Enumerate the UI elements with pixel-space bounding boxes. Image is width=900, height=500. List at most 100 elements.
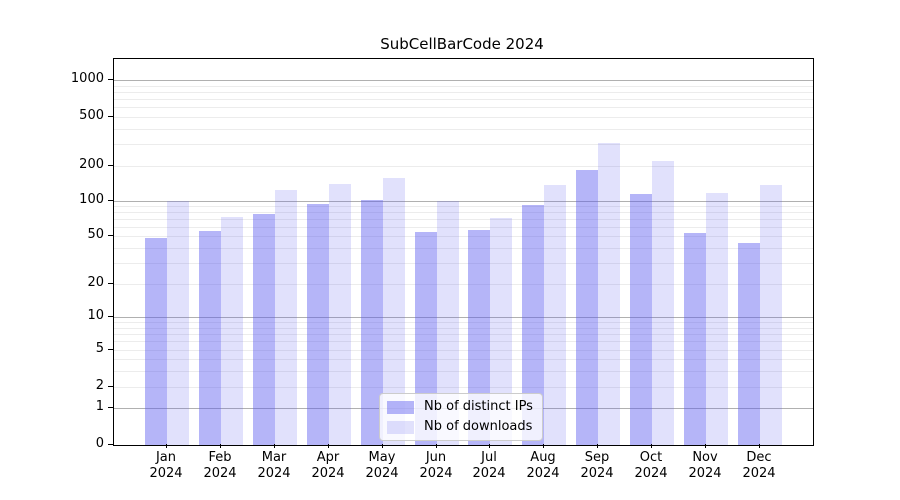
bar-dec-nb-of-distinct-ips (738, 243, 760, 445)
bar-apr-nb-of-distinct-ips (307, 204, 329, 445)
xtick-label-feb: Feb 2024 (203, 450, 237, 481)
gridline-y-5 (114, 350, 813, 351)
bar-nov-nb-of-downloads (706, 193, 728, 445)
xtick-mark-aug (543, 444, 544, 448)
xtick-mark-oct (651, 444, 652, 448)
gridline-y-400 (114, 129, 813, 130)
xtick-label-aug: Aug 2024 (526, 450, 560, 481)
gridline-y-50 (114, 236, 813, 237)
bar-jan-nb-of-distinct-ips (145, 238, 167, 445)
bar-oct-nb-of-distinct-ips (630, 194, 652, 445)
xtick-mark-jan (166, 444, 167, 448)
gridline-y-60 (114, 227, 813, 228)
gridline-y-7 (114, 334, 813, 335)
xtick-mark-feb (220, 444, 221, 448)
ytick-label-10: 10 (87, 308, 104, 323)
ytick-label-1000: 1000 (70, 71, 104, 86)
xtick-label-may: May 2024 (365, 450, 399, 481)
gridline-y-500 (114, 117, 813, 118)
bar-mar-nb-of-distinct-ips (253, 214, 275, 445)
gridline-y-9 (114, 322, 813, 323)
bar-dec-nb-of-downloads (760, 185, 782, 445)
bar-oct-nb-of-downloads (652, 161, 674, 445)
xtick-mark-jun (436, 444, 437, 448)
xtick-label-jan: Jan 2024 (149, 450, 183, 481)
xtick-label-jul: Jul 2024 (472, 450, 506, 481)
xtick-label-sep: Sep 2024 (580, 450, 614, 481)
bar-may-nb-of-downloads (383, 178, 405, 445)
xtick-mark-dec (759, 444, 760, 448)
xtick-mark-apr (328, 444, 329, 448)
ytick-mark-500 (108, 116, 113, 117)
legend-swatch-distinct-ips (387, 400, 414, 414)
bar-jan-nb-of-downloads (167, 201, 189, 445)
legend: Nb of distinct IPs Nb of downloads (379, 393, 543, 441)
xtick-label-apr: Apr 2024 (311, 450, 345, 481)
bar-mar-nb-of-downloads (275, 190, 297, 445)
ytick-mark-2 (108, 386, 113, 387)
gridline-y-90 (114, 206, 813, 207)
gridline-y-700 (114, 99, 813, 100)
gridline-y-10 (114, 317, 813, 318)
bar-sep-nb-of-downloads (598, 143, 620, 445)
xtick-label-oct: Oct 2024 (634, 450, 668, 481)
ytick-mark-1 (108, 407, 113, 408)
bar-aug-nb-of-downloads (544, 185, 566, 445)
gridline-y-20 (114, 284, 813, 285)
ytick-mark-200 (108, 165, 113, 166)
bar-aug-nb-of-distinct-ips (522, 205, 544, 445)
gridline-y-40 (114, 248, 813, 249)
legend-item-downloads: Nb of downloads (387, 419, 533, 435)
bar-jun-nb-of-downloads (437, 201, 459, 445)
xtick-label-jun: Jun 2024 (419, 450, 453, 481)
xtick-label-dec: Dec 2024 (742, 450, 776, 481)
gridline-y-3 (114, 371, 813, 372)
chart-title: SubCellBarCode 2024 (380, 35, 544, 53)
bar-jul-nb-of-downloads (490, 218, 512, 445)
ytick-label-50: 50 (87, 227, 104, 242)
ytick-mark-100 (108, 200, 113, 201)
ytick-mark-5 (108, 349, 113, 350)
gridline-y-900 (114, 86, 813, 87)
bar-feb-nb-of-distinct-ips (199, 231, 221, 445)
xtick-label-mar: Mar 2024 (257, 450, 291, 481)
ytick-label-2: 2 (95, 378, 104, 393)
bar-may-nb-of-distinct-ips (361, 200, 383, 445)
legend-swatch-downloads (387, 420, 414, 434)
ytick-mark-10 (108, 316, 113, 317)
xtick-mark-mar (274, 444, 275, 448)
ytick-label-500: 500 (79, 108, 104, 123)
bar-apr-nb-of-downloads (329, 184, 351, 445)
ytick-mark-50 (108, 235, 113, 236)
ytick-label-1: 1 (95, 399, 104, 414)
gridline-y-200 (114, 166, 813, 167)
ytick-mark-1000 (108, 79, 113, 80)
ytick-label-100: 100 (79, 192, 104, 207)
xtick-mark-sep (597, 444, 598, 448)
gridline-y-600 (114, 107, 813, 108)
gridline-y-800 (114, 92, 813, 93)
xtick-mark-jul (489, 444, 490, 448)
gridline-y-100 (114, 201, 813, 202)
xtick-mark-nov (705, 444, 706, 448)
gridline-y-30 (114, 263, 813, 264)
ytick-label-0: 0 (95, 436, 104, 451)
ytick-label-5: 5 (95, 341, 104, 356)
ytick-label-200: 200 (79, 157, 104, 172)
gridline-y-4 (114, 359, 813, 360)
gridline-y-1000 (114, 80, 813, 81)
ytick-mark-20 (108, 283, 113, 284)
bar-jul-nb-of-distinct-ips (468, 230, 490, 445)
plot-area: Nb of distinct IPs Nb of downloads (113, 58, 814, 446)
gridline-y-8 (114, 328, 813, 329)
bar-feb-nb-of-downloads (221, 217, 243, 445)
gridline-y-80 (114, 212, 813, 213)
gridline-y-300 (114, 144, 813, 145)
ytick-mark-0 (108, 444, 113, 445)
bar-jun-nb-of-distinct-ips (415, 232, 437, 445)
bar-sep-nb-of-distinct-ips (576, 170, 598, 445)
gridline-y-2 (114, 387, 813, 388)
ytick-label-20: 20 (87, 275, 104, 290)
legend-item-distinct-ips: Nb of distinct IPs (387, 399, 533, 415)
